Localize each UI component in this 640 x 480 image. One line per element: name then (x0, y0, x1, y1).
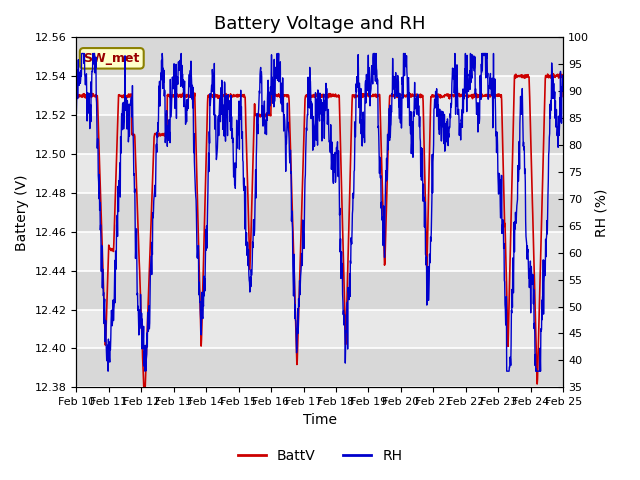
Bar (76, 76, 563, 115)
BattV (559, 94, 567, 99)
Legend: BattV, RH: BattV, RH (232, 443, 408, 468)
Text: SW_met: SW_met (84, 52, 140, 65)
Bar (76, 154, 563, 193)
BattV (459, 92, 467, 97)
Bar (76, 348, 563, 387)
RH (78, 50, 86, 56)
BattV (396, 93, 403, 98)
BattV (141, 400, 148, 406)
RH (236, 105, 244, 111)
RH (72, 114, 80, 120)
RH (181, 103, 189, 108)
Line: BattV: BattV (76, 73, 563, 403)
Bar (76, 310, 563, 348)
Bar (76, 193, 563, 232)
BattV (236, 93, 243, 99)
Bar (76, 37, 563, 76)
Title: Battery Voltage and RH: Battery Voltage and RH (214, 15, 426, 33)
BattV (72, 91, 80, 97)
RH (502, 322, 510, 328)
Y-axis label: Battery (V): Battery (V) (15, 174, 29, 251)
Bar (76, 115, 563, 154)
BattV (556, 71, 564, 76)
Bar (76, 232, 563, 271)
RH (396, 116, 403, 121)
Bar (76, 271, 563, 310)
RH (104, 368, 112, 374)
BattV (181, 93, 189, 98)
BattV (169, 92, 177, 98)
Y-axis label: RH (%): RH (%) (595, 188, 609, 237)
Line: RH: RH (76, 53, 563, 371)
RH (460, 86, 467, 92)
BattV (502, 247, 509, 252)
RH (170, 86, 177, 92)
X-axis label: Time: Time (303, 413, 337, 427)
RH (559, 82, 567, 88)
